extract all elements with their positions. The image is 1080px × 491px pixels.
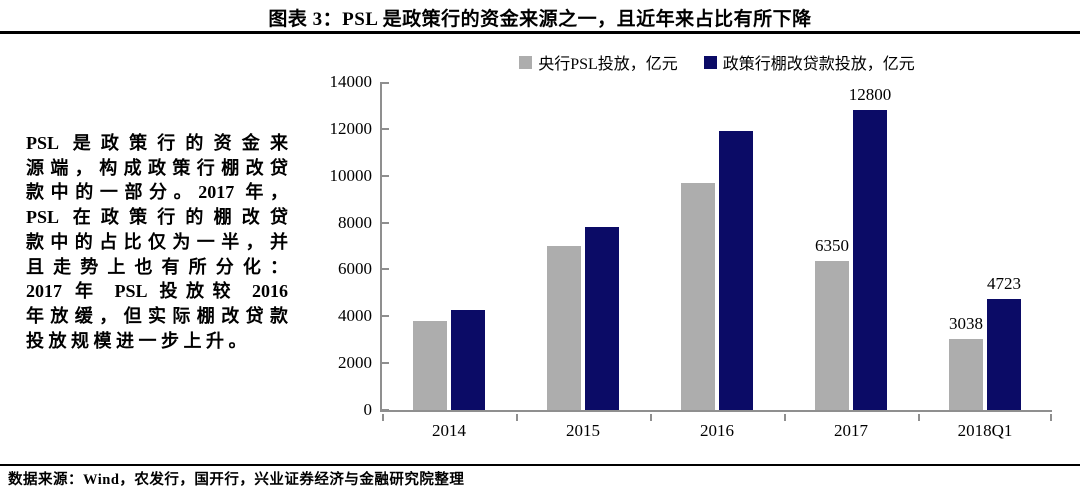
bar-group-2016: [650, 82, 784, 410]
x-axis-label-2018Q1: 2018Q1: [957, 421, 1013, 440]
bar-2018Q1-shantytown-loan: 4723: [987, 274, 1021, 410]
y-tick-mark: [382, 268, 389, 271]
y-tick-label: 14000: [329, 72, 373, 91]
bar-group-2014: [382, 82, 516, 410]
x-axis-label-2014: 2014: [432, 421, 466, 440]
legend-label: 政策行棚改贷款投放，亿元: [722, 56, 915, 73]
commentary-line-9: 投放规模进一步上升。: [26, 330, 251, 351]
y-tick-label: 0: [363, 400, 373, 419]
bar-group-2015: [516, 82, 650, 410]
x-axis-labels: 2014 2015 2016 2017 2018Q1: [382, 421, 1052, 445]
bar-2017-psl: 6350: [815, 236, 849, 410]
legend-item-psl: 央行PSL投放，亿元: [519, 50, 678, 74]
legend-swatch-icon: [519, 55, 533, 69]
bar-2014-psl: [413, 320, 447, 410]
y-tick-mark: [382, 315, 389, 318]
x-axis-label-2016: 2016: [700, 421, 734, 440]
x-tick-mark: [1050, 414, 1052, 421]
plot-area: 6350 12800 3038 4723: [380, 82, 1052, 421]
footer-divider-rule: [0, 464, 1080, 466]
bar-2018Q1-psl: 3038: [949, 314, 983, 410]
commentary-line-3: 款中的一部分。2017 年，: [26, 182, 288, 203]
x-tick-mark: [382, 414, 384, 421]
y-tick-label: 6000: [338, 259, 372, 279]
y-tick-label: 8000: [338, 212, 372, 232]
y-tick-mark: [382, 409, 389, 411]
bar-2014-shantytown-loan: [451, 310, 485, 410]
commentary-line-5: 款中的占比仅为一半，并: [26, 231, 288, 252]
y-tick-label: 2000: [338, 353, 372, 373]
legend-label: 央行PSL投放，亿元: [538, 56, 678, 73]
commentary-line-4: PSL 在政策行的棚改贷: [26, 207, 288, 228]
y-tick-label: 4000: [338, 306, 372, 326]
y-tick-mark: [382, 221, 389, 224]
x-axis-label-2015: 2015: [566, 421, 600, 440]
y-tick-mark: [382, 127, 389, 130]
y-tick-label: 10000: [329, 165, 373, 185]
bar-value-label: 4723: [987, 274, 1021, 294]
x-axis-line: [380, 410, 1052, 412]
bar-2017-shantytown-loan: 12800: [849, 85, 891, 410]
legend-item-shantytown-loan: 政策行棚改贷款投放，亿元: [703, 50, 915, 74]
bar-2016-shantytown-loan: [719, 131, 753, 410]
y-tick-mark: [382, 362, 389, 365]
commentary-paragraph: PSL 是政策行的资金来 源端，构成政策行棚改贷 款中的一部分。2017 年， PSL…: [26, 131, 288, 353]
bar-value-label: 12800: [848, 85, 892, 105]
commentary-line-7: 2017 年 PSL 投放较 2016: [26, 281, 288, 302]
y-tick-mark: [382, 174, 389, 177]
bar-value-label: 3038: [949, 313, 983, 333]
chart-legend: 央行PSL投放，亿元 政策行棚改贷款投放，亿元: [382, 50, 1052, 74]
bar-value-label: 6350: [815, 236, 849, 256]
bar-group-2017: 6350 12800: [784, 82, 918, 410]
commentary-line-8: 年放缓，但实际棚改贷款: [26, 305, 288, 326]
y-axis-line: [380, 82, 382, 410]
commentary-line-6: 且走势上也有所分化：: [26, 256, 288, 277]
y-tick-label: 12000: [329, 118, 373, 138]
bar-2015-psl: [547, 246, 581, 410]
bar-group-2018Q1: 3038 4723: [918, 82, 1052, 410]
bar-2016-psl: [681, 182, 715, 410]
x-tick-mark: [918, 414, 920, 421]
figure-title: 图表 3：PSL 是政策行的资金来源之一，且近年来占比有所下降: [268, 9, 812, 30]
commentary-line-1: PSL 是政策行的资金来: [26, 133, 288, 153]
bar-2015-shantytown-loan: [585, 227, 619, 410]
legend-swatch-icon: [703, 55, 717, 69]
x-tick-mark: [650, 414, 652, 421]
x-tick-mark: [784, 414, 786, 421]
x-axis-label-2017: 2017: [834, 421, 868, 440]
title-divider-rule: [0, 31, 1080, 34]
data-source-note: 数据来源：Wind，农发行，国开行，兴业证券经济与金融研究院整理: [8, 472, 465, 488]
commentary-line-2: 源端，构成政策行棚改贷: [26, 157, 288, 178]
x-tick-mark: [516, 414, 518, 421]
y-tick-mark: [382, 82, 389, 84]
